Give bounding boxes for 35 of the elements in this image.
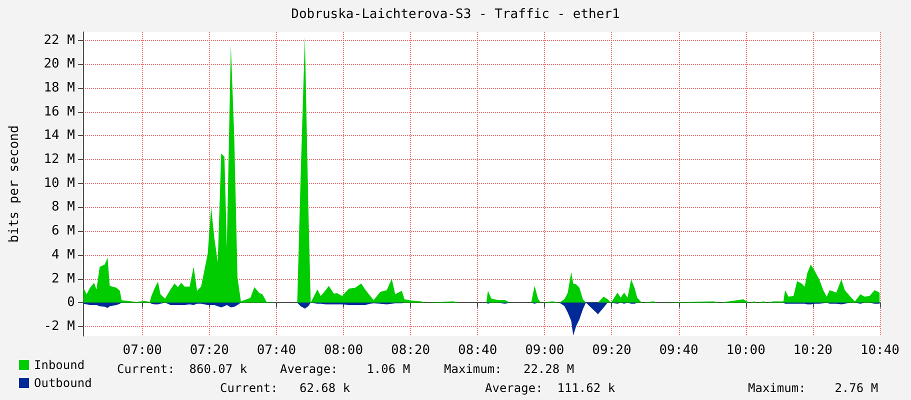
y-tick-label: 14 M [44, 128, 76, 144]
x-tick-label: 07:20 [190, 343, 229, 358]
x-tick-label: 07:40 [256, 343, 296, 358]
y-tick-label: 22 M [44, 32, 76, 48]
chart-title: Dobruska-Laichterova-S3 - Traffic - ether1 [291, 7, 620, 22]
y-tick-label: 6 M [52, 224, 76, 239]
x-tick-label: 07:00 [122, 343, 162, 358]
y-tick-label: 8 M [52, 200, 76, 215]
text: Current: 860.07 k [117, 362, 248, 376]
x-tick-label: 08:20 [390, 343, 430, 358]
y-tick-label: 20 M [44, 56, 76, 72]
y-tick-label: 4 M [52, 247, 76, 262]
text: Maximum: 2.76 M [748, 381, 878, 395]
x-tick-label: 10:40 [860, 343, 900, 358]
text: Average: 111.62 k [485, 381, 616, 395]
y-axis-title: bits per second [7, 125, 22, 243]
text: Maximum: 22.28 M [444, 362, 574, 376]
legend-label: Inbound [34, 358, 85, 372]
text: Average: 1.06 M [280, 362, 410, 376]
x-tick-label: 08:00 [324, 343, 364, 358]
y-tick-label: 0 [67, 295, 75, 310]
x-tick-label: 08:40 [458, 343, 498, 358]
x-tick-label: 09:40 [659, 343, 698, 358]
y-tick-label: 10 M [44, 176, 76, 191]
y-tick-label: -2 M [44, 318, 76, 334]
y-tick-label: 12 M [44, 152, 76, 168]
y-tick-label: 2 M [52, 271, 76, 286]
legend-label: Outbound [34, 376, 92, 390]
x-tick-label: 10:20 [793, 343, 832, 358]
x-tick-label: 10:00 [726, 343, 766, 358]
x-tick-label: 09:20 [592, 343, 632, 358]
y-tick-label: 16 M [44, 104, 76, 120]
y-tick-label: 18 M [44, 80, 76, 96]
x-tick-label: 09:00 [525, 343, 564, 358]
text: Current: 62.68 k [220, 381, 351, 395]
